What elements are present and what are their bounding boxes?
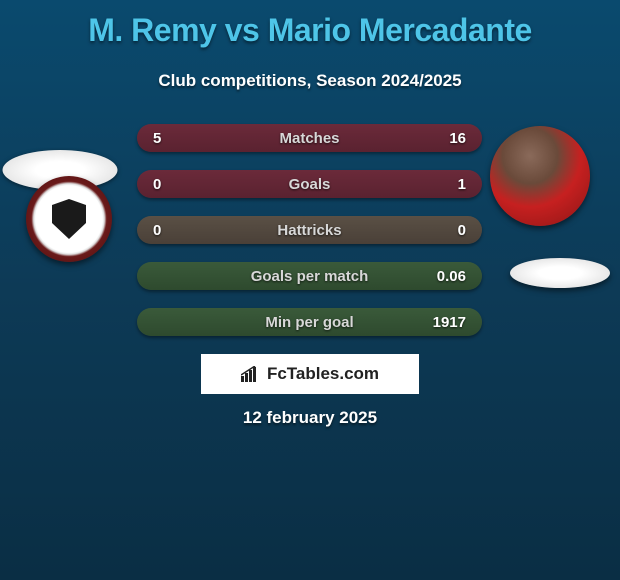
player1-team-logo xyxy=(26,176,112,262)
stat-row-min-per-goal: Min per goal 1917 xyxy=(137,308,482,336)
stat-label: Goals xyxy=(197,176,422,193)
barchart-icon xyxy=(241,366,261,382)
stat-label: Hattricks xyxy=(197,222,422,239)
stat-row-goals-per-match: Goals per match 0.06 xyxy=(137,262,482,290)
stat-value-right: 1917 xyxy=(422,314,482,331)
stats-container: 5 Matches 16 0 Goals 1 0 Hattricks 0 Goa… xyxy=(137,124,482,354)
stat-value-left: 5 xyxy=(137,130,197,147)
player2-photo xyxy=(490,126,590,226)
stat-value-right: 1 xyxy=(422,176,482,193)
stat-value-right: 0 xyxy=(422,222,482,239)
stat-row-hattricks: 0 Hattricks 0 xyxy=(137,216,482,244)
stat-row-matches: 5 Matches 16 xyxy=(137,124,482,152)
date-label: 12 february 2025 xyxy=(0,408,620,428)
player2-team-logo xyxy=(510,258,610,288)
watermark: FcTables.com xyxy=(201,354,419,394)
shield-icon xyxy=(49,196,89,242)
stat-row-goals: 0 Goals 1 xyxy=(137,170,482,198)
subtitle: Club competitions, Season 2024/2025 xyxy=(0,71,620,91)
page-title: M. Remy vs Mario Mercadante xyxy=(0,0,620,49)
stat-label: Goals per match xyxy=(197,268,422,285)
stat-label: Min per goal xyxy=(197,314,422,331)
horse-icon xyxy=(60,207,78,229)
stat-value-right: 0.06 xyxy=(422,268,482,285)
stat-value-right: 16 xyxy=(422,130,482,147)
watermark-text: FcTables.com xyxy=(267,364,379,384)
stat-value-left: 0 xyxy=(137,176,197,193)
stat-label: Matches xyxy=(197,130,422,147)
stat-value-left: 0 xyxy=(137,222,197,239)
